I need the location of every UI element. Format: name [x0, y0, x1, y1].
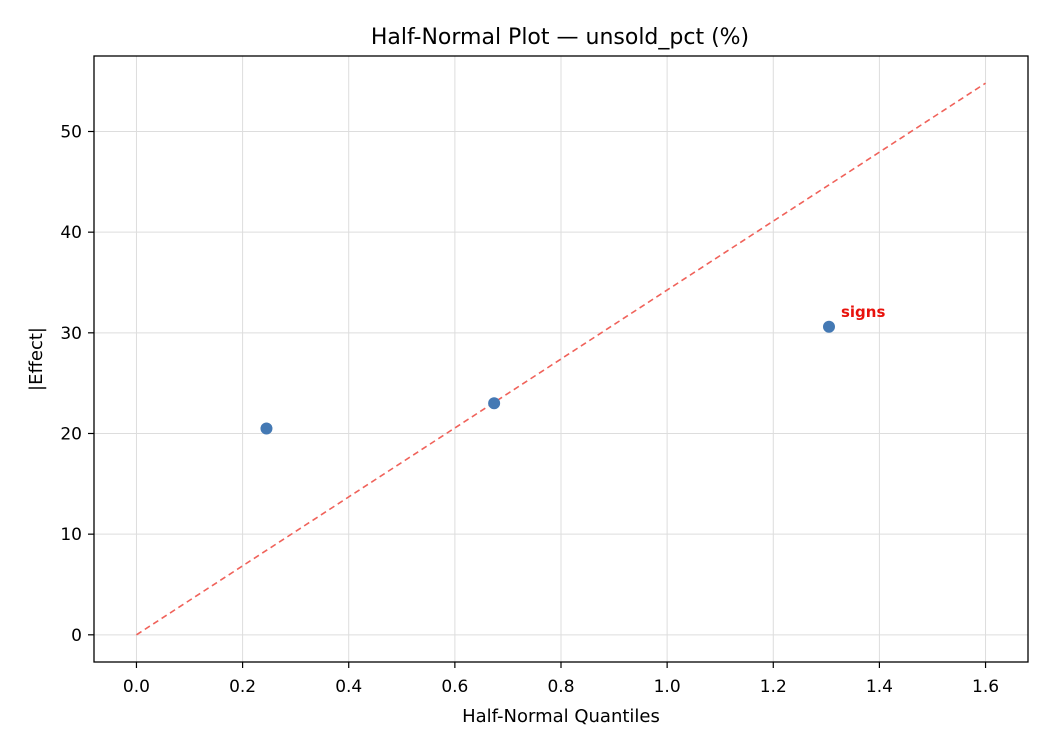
y-tick-label: 30 [60, 324, 82, 344]
x-tick-label: 0.2 [229, 677, 256, 697]
annotation-label: signs [841, 303, 885, 321]
x-tick-label: 1.2 [760, 677, 787, 697]
data-point [488, 397, 501, 410]
y-axis-label: |Effect| [26, 327, 47, 391]
x-tick-label: 1.4 [866, 677, 893, 697]
reference-line-group [136, 82, 986, 636]
x-tick-label: 1.6 [972, 677, 999, 697]
x-axis-label: Half-Normal Quantiles [462, 706, 660, 727]
x-tick-label: 0.4 [335, 677, 362, 697]
x-tick-label: 0.6 [441, 677, 468, 697]
y-tick-label: 20 [60, 424, 82, 444]
data-points [260, 320, 835, 435]
y-tick-label: 40 [60, 223, 82, 243]
x-tick-label: 1.0 [654, 677, 681, 697]
x-tick-label: 0.8 [547, 677, 574, 697]
y-tick-label: 0 [71, 626, 82, 646]
annotations: signs [841, 303, 885, 321]
chart-title: Half-Normal Plot — unsold_pct (%) [371, 25, 749, 50]
data-point [822, 320, 835, 333]
reference-line [136, 82, 986, 636]
y-axis-ticks: 0 10 20 30 40 50 [60, 122, 94, 646]
x-tick-label: 0.0 [123, 677, 150, 697]
y-tick-label: 50 [60, 122, 82, 142]
x-axis-ticks: 0.0 0.2 0.4 0.6 0.8 1.0 1.2 1.4 1.6 [123, 662, 999, 697]
y-tick-label: 10 [60, 525, 82, 545]
grid-lines [94, 56, 1028, 662]
data-point [260, 422, 273, 435]
